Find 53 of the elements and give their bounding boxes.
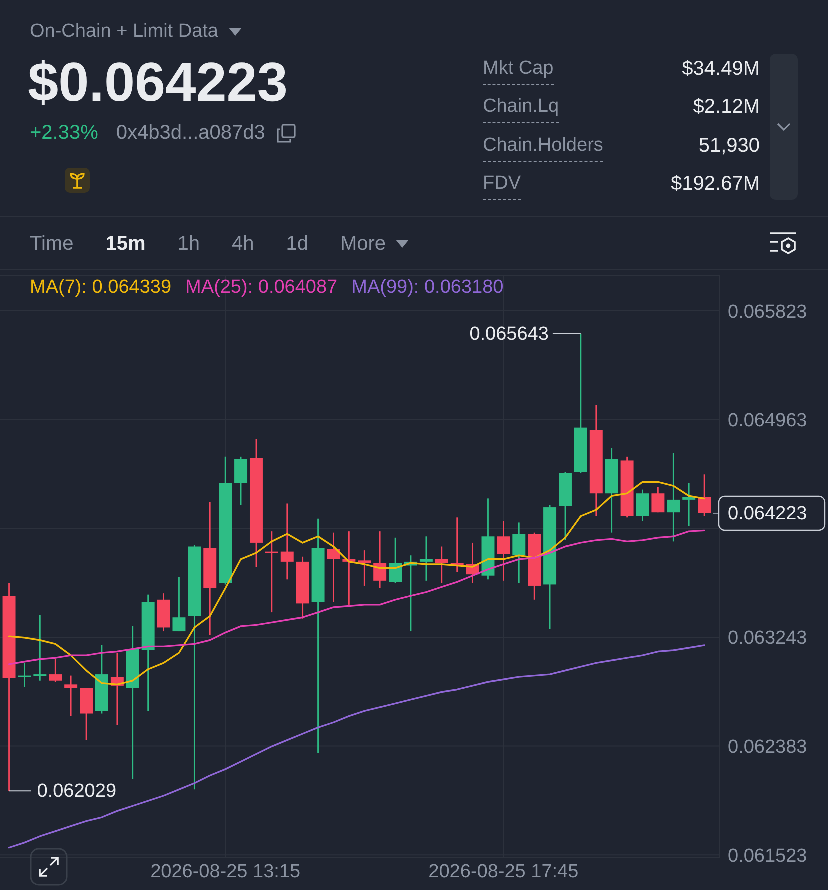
text: $192.67M bbox=[671, 173, 760, 195]
candlestick bbox=[374, 530, 387, 590]
text: Time bbox=[30, 233, 74, 255]
text: More bbox=[340, 233, 386, 255]
candlestick bbox=[49, 658, 62, 683]
candlestick bbox=[389, 537, 402, 584]
line-series bbox=[8, 644, 706, 849]
text: Chain.Lq bbox=[483, 96, 560, 117]
candlestick bbox=[34, 614, 47, 682]
text: +2.33% bbox=[30, 122, 98, 144]
candlestick bbox=[172, 576, 186, 632]
candlestick bbox=[420, 536, 433, 582]
text: FDV bbox=[483, 173, 521, 194]
text: 15m bbox=[106, 233, 146, 255]
annotation: 0.062029 bbox=[37, 780, 117, 802]
text: 1h bbox=[178, 233, 200, 255]
text: $0.064223 bbox=[28, 51, 288, 113]
text: 0x4b3d...a087d3 bbox=[116, 122, 266, 144]
annotation: 0.065643 bbox=[470, 323, 549, 344]
x-tick-label: 2026-08-25 13:15 bbox=[150, 861, 301, 882]
candlestick bbox=[64, 675, 78, 717]
text: On-Chain + Limit Data bbox=[30, 21, 218, 42]
text: 1d bbox=[286, 233, 308, 255]
x-tick-label: 2026-08-25 17:45 bbox=[428, 861, 579, 882]
candlestick bbox=[435, 546, 448, 584]
candlestick bbox=[667, 452, 680, 542]
candlestick bbox=[682, 482, 696, 528]
candlestick bbox=[18, 662, 32, 688]
candlestick bbox=[280, 503, 294, 580]
candlestick bbox=[698, 474, 712, 518]
text: 4h bbox=[232, 233, 254, 255]
y-tick-label: 0.063243 bbox=[728, 628, 808, 650]
candlestick bbox=[497, 520, 510, 582]
candlestick bbox=[636, 489, 650, 522]
candlestick bbox=[327, 532, 340, 604]
line-series bbox=[8, 530, 706, 666]
candlestick bbox=[265, 530, 278, 614]
annotation: 0.064223 bbox=[728, 502, 808, 524]
text: $34.49M bbox=[682, 58, 760, 80]
text: MA(99): 0.063180 bbox=[352, 277, 504, 298]
y-tick-label: 0.061523 bbox=[728, 846, 808, 867]
y-tick-label: 0.062383 bbox=[728, 737, 808, 758]
candlestick bbox=[358, 550, 372, 587]
text: 51,930 bbox=[698, 135, 760, 157]
y-tick-label: 0.064963 bbox=[728, 410, 808, 432]
text: Mkt Cap bbox=[483, 58, 554, 79]
text: MA(25): 0.064087 bbox=[186, 277, 338, 298]
candlestick bbox=[652, 486, 665, 514]
text: Chain.Holders bbox=[483, 135, 604, 156]
text: MA(7): 0.064339 bbox=[30, 277, 172, 298]
y-tick-label: 0.065823 bbox=[728, 302, 808, 323]
candlestick bbox=[512, 522, 526, 584]
text: $2.12M bbox=[693, 96, 760, 118]
